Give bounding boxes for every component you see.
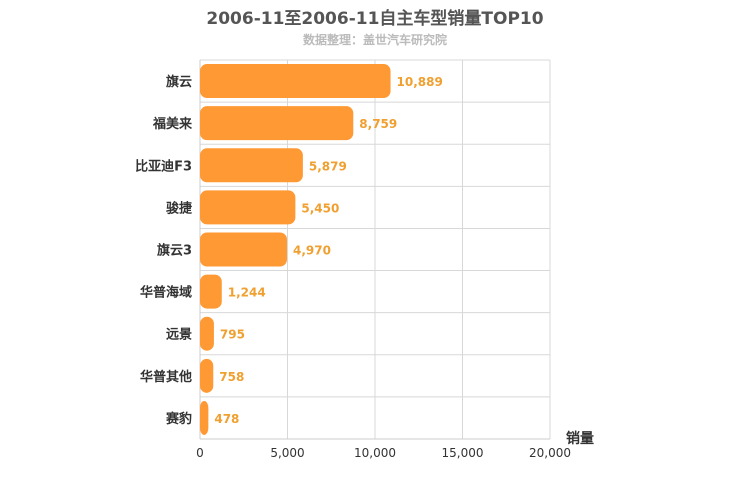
category-label: 赛豹 — [165, 411, 192, 427]
value-label: 8,759 — [359, 117, 397, 131]
value-label: 5,450 — [301, 201, 339, 215]
chart-title: 2006-11至2006-11自主车型销量TOP10 — [206, 9, 544, 29]
x-tick-label: 10,000 — [354, 446, 396, 460]
bar — [200, 274, 222, 309]
category-label: 福美来 — [152, 116, 193, 132]
labels: 0 5,000 10,000 15,000 20,000 旗云 10,889 福美来 8,759… — [135, 74, 571, 460]
bars — [200, 64, 391, 435]
bar — [200, 358, 214, 393]
bar — [200, 190, 296, 225]
value-label: 10,889 — [397, 75, 443, 89]
x-tick-label: 15,000 — [442, 446, 484, 460]
x-tick-label: 0 — [196, 446, 204, 460]
category-label: 旗云3 — [157, 243, 192, 259]
category-label: 比亚迪F3 — [135, 158, 192, 174]
x-tick-label: 5,000 — [270, 446, 304, 460]
category-label: 旗云 — [166, 74, 192, 90]
grid-lines — [199, 59, 551, 440]
value-label: 4,970 — [293, 244, 331, 258]
bar — [200, 316, 214, 351]
category-label: 骏捷 — [166, 200, 193, 216]
chart-subtitle: 数据整理：盖世汽车研究院 — [302, 33, 447, 47]
bar — [200, 400, 209, 435]
bar — [200, 148, 303, 183]
x-tick-label: 20,000 — [529, 446, 571, 460]
value-label: 5,879 — [309, 159, 347, 173]
category-label: 远景 — [166, 328, 192, 343]
value-label: 478 — [214, 412, 239, 426]
value-label: 758 — [219, 370, 244, 384]
category-label: 华普其他 — [140, 369, 192, 385]
value-label: 1,244 — [228, 286, 266, 300]
x-axis-title: 销量 — [566, 430, 594, 447]
bar — [200, 106, 354, 141]
bar — [200, 232, 287, 267]
value-label: 795 — [220, 328, 245, 342]
category-label: 华普海域 — [140, 285, 192, 301]
bar — [200, 64, 391, 99]
